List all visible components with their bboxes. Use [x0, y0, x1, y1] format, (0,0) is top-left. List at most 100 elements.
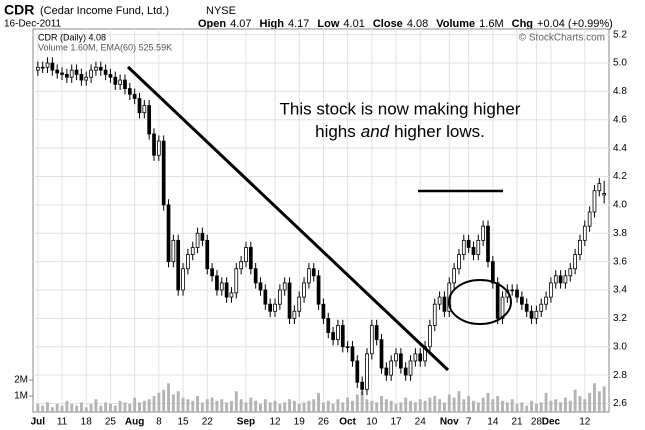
candle-body	[244, 247, 248, 263]
quote-value: +0.04 (+0.99%)	[537, 18, 613, 30]
volume-bar	[292, 400, 296, 412]
volume-bar	[152, 396, 156, 412]
quote-label: Open	[198, 18, 226, 30]
candle-body	[331, 332, 335, 341]
annotation-part: higher lows.	[394, 122, 485, 141]
x-tick-label: 8	[156, 417, 162, 428]
volume-bar	[147, 399, 151, 412]
candle-body	[273, 303, 277, 312]
volume-bar	[491, 399, 495, 412]
volume-bar	[597, 391, 601, 412]
candle-body	[200, 232, 205, 241]
volume-bar	[549, 400, 553, 412]
candle-body	[35, 66, 40, 71]
volume-bar	[462, 399, 466, 412]
x-tick-label: 18	[81, 417, 93, 428]
candle-body	[403, 367, 408, 376]
volume-bar	[351, 400, 354, 412]
volume-bar	[375, 402, 379, 412]
volume-bar	[563, 397, 567, 412]
volume-bar	[452, 397, 456, 412]
volume-bar	[215, 400, 219, 412]
volume-bar	[438, 399, 442, 412]
candle-body	[282, 282, 287, 291]
volume-bar	[123, 402, 127, 412]
candle-body	[418, 353, 423, 362]
volume-bar	[259, 404, 262, 412]
candle-body	[50, 62, 55, 71]
candle-body	[365, 353, 369, 390]
date: 16-Dec-2011	[4, 19, 62, 30]
candle-body	[132, 93, 137, 99]
volume-bar	[578, 396, 582, 412]
candle-body	[123, 79, 127, 89]
volume-bar	[181, 397, 185, 412]
candle-body	[108, 73, 113, 78]
candle-body	[573, 254, 577, 270]
candle-body	[181, 268, 185, 291]
candle-body	[253, 268, 258, 284]
volume-bar	[331, 404, 335, 412]
annotation-emphasis: and	[361, 122, 390, 141]
y-tick-label: 3.0	[613, 341, 627, 352]
volume-bar	[336, 399, 340, 412]
volume-bar	[380, 396, 383, 412]
volume-bar	[467, 396, 471, 412]
candle-body	[215, 275, 219, 291]
candle-body	[549, 282, 553, 298]
legend-price: CDR (Daily) 4.08	[38, 32, 106, 42]
higher-low-circle	[448, 279, 512, 325]
volume-bar	[588, 392, 592, 412]
volume-bar	[297, 404, 301, 412]
quote-value: 4.01	[343, 18, 364, 30]
candle-body	[302, 282, 306, 298]
volume-bar	[307, 400, 311, 412]
volume-bar	[104, 402, 108, 412]
x-tick-label: Jul	[31, 417, 46, 428]
candle-body	[210, 268, 214, 277]
volume-bar	[288, 399, 291, 412]
volume-bar	[196, 396, 200, 412]
y-tick-label: 2.8	[613, 370, 627, 381]
volume-bar	[254, 400, 258, 412]
candle-body	[55, 69, 60, 74]
candle-body	[350, 346, 355, 362]
volume-bar	[486, 392, 490, 412]
candle-body	[229, 292, 234, 298]
volume-bar	[346, 397, 350, 412]
volume-bar	[423, 400, 427, 412]
candle-body	[142, 105, 147, 114]
volume-bar	[472, 400, 475, 412]
volume-bar	[133, 397, 137, 412]
x-tick-label: 26	[318, 417, 330, 428]
candle-body	[311, 268, 316, 277]
volume-bar	[544, 392, 548, 412]
x-tick-label: Aug	[125, 417, 144, 428]
candle-body	[471, 247, 476, 255]
candle-body	[321, 303, 326, 319]
volume-bar	[162, 389, 166, 412]
annotation-part: highs	[315, 122, 356, 141]
volume-bar	[365, 399, 369, 412]
candle-body	[69, 69, 74, 78]
candle-body	[60, 72, 64, 75]
y-tick-label: 5.0	[613, 58, 627, 69]
candle-body	[399, 353, 403, 369]
candle-body	[587, 211, 592, 227]
candle-body	[161, 140, 166, 206]
candle-body	[263, 289, 268, 305]
volume-bar	[341, 402, 345, 412]
candle-body	[205, 239, 210, 270]
volume-bar	[428, 397, 432, 412]
candle-body	[553, 275, 558, 284]
annotation-line1: This stock is now making higher	[280, 99, 521, 118]
candle-body	[234, 268, 239, 294]
volume-bar	[118, 400, 122, 412]
volume-bar	[602, 386, 606, 412]
x-tick-label: 7	[466, 417, 472, 428]
candle-body	[510, 289, 515, 292]
candle-body	[219, 282, 224, 291]
volume-bar	[559, 402, 563, 412]
trend-line	[126, 65, 450, 372]
company-name: (Cedar Income Fund, Ltd.)	[40, 5, 169, 17]
